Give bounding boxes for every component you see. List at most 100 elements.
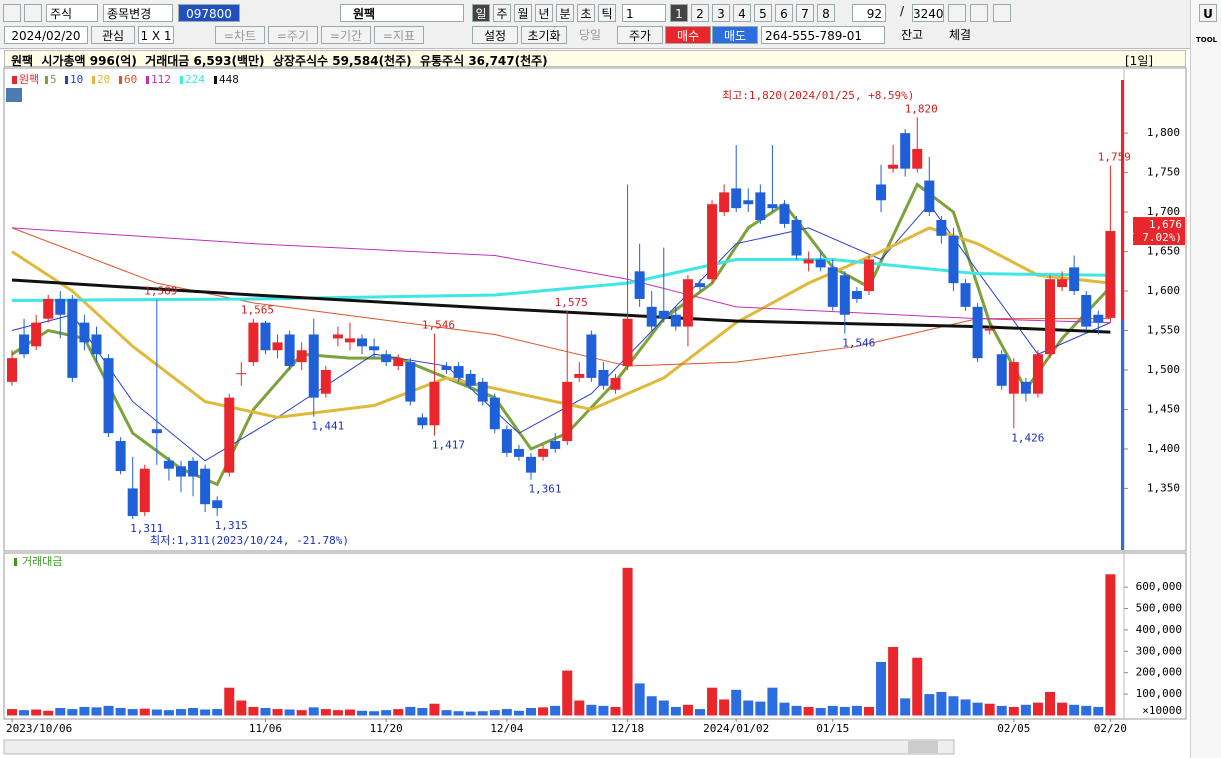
checkbox[interactable]: 당일 bbox=[578, 28, 602, 42]
bar bbox=[477, 711, 488, 716]
button[interactable]: =지표 bbox=[374, 26, 424, 44]
buy-button[interactable]: 매수 bbox=[665, 26, 711, 44]
info-bar: 원팩 시가총액 996(억) 거래대금 6,593(백만) 상장주식수 59,5… bbox=[4, 50, 1186, 68]
period-button[interactable]: 월 bbox=[514, 4, 532, 22]
period-button[interactable]: 일 bbox=[472, 4, 490, 22]
candle-body bbox=[31, 322, 42, 347]
sell-button[interactable]: 매도 bbox=[712, 26, 758, 44]
layout-input[interactable]: 1 X 1 bbox=[138, 26, 174, 44]
bar bbox=[272, 709, 283, 716]
bar bbox=[441, 710, 452, 716]
slot-button[interactable]: 8 bbox=[817, 4, 835, 22]
slot-button[interactable]: 4 bbox=[733, 4, 751, 22]
bar bbox=[7, 709, 17, 716]
bar bbox=[332, 710, 343, 716]
ma-line bbox=[11, 226, 1111, 419]
bar bbox=[610, 706, 621, 716]
slot-button[interactable]: 7 bbox=[796, 4, 814, 22]
candle-body bbox=[743, 200, 754, 205]
bar bbox=[1057, 702, 1068, 716]
slot-button[interactable]: 3 bbox=[712, 4, 730, 22]
bar bbox=[296, 710, 307, 716]
bar bbox=[996, 705, 1007, 716]
bar bbox=[163, 710, 174, 716]
candle-body bbox=[586, 334, 597, 378]
market-select[interactable]: 주식 bbox=[46, 4, 98, 22]
slot-button[interactable]: 1 bbox=[670, 4, 688, 22]
button[interactable]: =차트 bbox=[215, 26, 265, 44]
high-label: 1,820 bbox=[905, 102, 938, 115]
button[interactable]: 초기화 bbox=[521, 26, 567, 44]
x-tick-label: 2024/01/02 bbox=[703, 722, 769, 735]
candle-body bbox=[91, 334, 102, 355]
bar bbox=[320, 709, 331, 716]
candle-body bbox=[501, 429, 512, 453]
candle-body bbox=[296, 350, 307, 363]
bar bbox=[91, 707, 102, 716]
period-button[interactable]: 주 bbox=[493, 4, 511, 22]
bar bbox=[538, 707, 549, 716]
button[interactable]: 주가 bbox=[617, 26, 663, 44]
scroll-thumb[interactable] bbox=[908, 741, 938, 753]
candle-body bbox=[79, 322, 90, 343]
legend-swatch bbox=[214, 76, 217, 84]
bar bbox=[586, 704, 597, 716]
candle-body bbox=[815, 259, 826, 268]
bar bbox=[803, 706, 814, 716]
period-button[interactable]: 초 bbox=[577, 4, 595, 22]
icon-button[interactable] bbox=[970, 4, 988, 22]
checkbox[interactable]: 체결 bbox=[948, 28, 972, 42]
button[interactable]: 관심 bbox=[91, 26, 135, 44]
low-label: 1,426 bbox=[1011, 431, 1044, 444]
tool-label: TOOL bbox=[1196, 36, 1218, 44]
candle-body bbox=[381, 354, 392, 363]
bar bbox=[622, 567, 633, 716]
candle-body bbox=[972, 306, 983, 359]
candle-body bbox=[477, 381, 488, 402]
button[interactable]: U bbox=[1199, 4, 1217, 22]
icon-button[interactable] bbox=[993, 4, 1011, 22]
code-input[interactable]: 097800 bbox=[178, 4, 240, 22]
checkbox[interactable]: 잔고 bbox=[900, 28, 924, 42]
y-tick-label: 500,000 bbox=[1136, 602, 1182, 615]
bar bbox=[682, 704, 693, 716]
low-label: 1,417 bbox=[432, 439, 465, 452]
icon-button[interactable] bbox=[948, 4, 966, 22]
slot-button[interactable]: 2 bbox=[691, 4, 709, 22]
account-select[interactable]: 264-555-789-01 bbox=[761, 26, 885, 44]
max-annotation: 최고:1,820(2024/01/25, +8.59%) bbox=[722, 89, 914, 102]
interval-input[interactable]: 1 bbox=[622, 4, 666, 22]
range-bar bbox=[1121, 80, 1124, 320]
scrollbar[interactable] bbox=[3, 739, 955, 755]
slot-button[interactable]: 6 bbox=[775, 4, 793, 22]
bar bbox=[405, 706, 416, 716]
change-select[interactable]: 종목변경 bbox=[103, 4, 173, 22]
bar bbox=[175, 709, 186, 716]
slot-button[interactable]: 5 bbox=[754, 4, 772, 22]
icon-button[interactable] bbox=[3, 4, 21, 22]
period-button[interactable]: 분 bbox=[556, 4, 574, 22]
candle-body bbox=[332, 334, 343, 339]
button[interactable]: 설정 bbox=[472, 26, 518, 44]
count-input[interactable]: 92 bbox=[852, 4, 886, 22]
button[interactable]: =기간 bbox=[321, 26, 371, 44]
candle-body bbox=[526, 456, 537, 473]
bar bbox=[1105, 574, 1116, 716]
bar bbox=[127, 709, 138, 716]
date-input[interactable]: 2024/02/20 bbox=[4, 26, 88, 44]
candle-body bbox=[658, 310, 669, 319]
candle-body bbox=[1057, 279, 1068, 288]
stock-name[interactable]: 원팩 bbox=[340, 4, 464, 22]
bar bbox=[694, 709, 705, 716]
toolbar: 주식 종목변경 097800 원팩 일 주 월 년 분 초 틱 1 1 2 3 … bbox=[0, 0, 1190, 49]
icon-button[interactable] bbox=[24, 4, 42, 22]
y-tick-label: 1,800 bbox=[1147, 126, 1180, 139]
button[interactable]: =주기 bbox=[268, 26, 318, 44]
candle-body bbox=[562, 381, 573, 442]
bar bbox=[453, 711, 464, 716]
high-label: 1,589 bbox=[144, 285, 177, 298]
legend-swatch bbox=[146, 76, 149, 84]
period-button[interactable]: 년 bbox=[535, 4, 553, 22]
bar bbox=[707, 687, 718, 716]
period-button[interactable]: 틱 bbox=[598, 4, 616, 22]
